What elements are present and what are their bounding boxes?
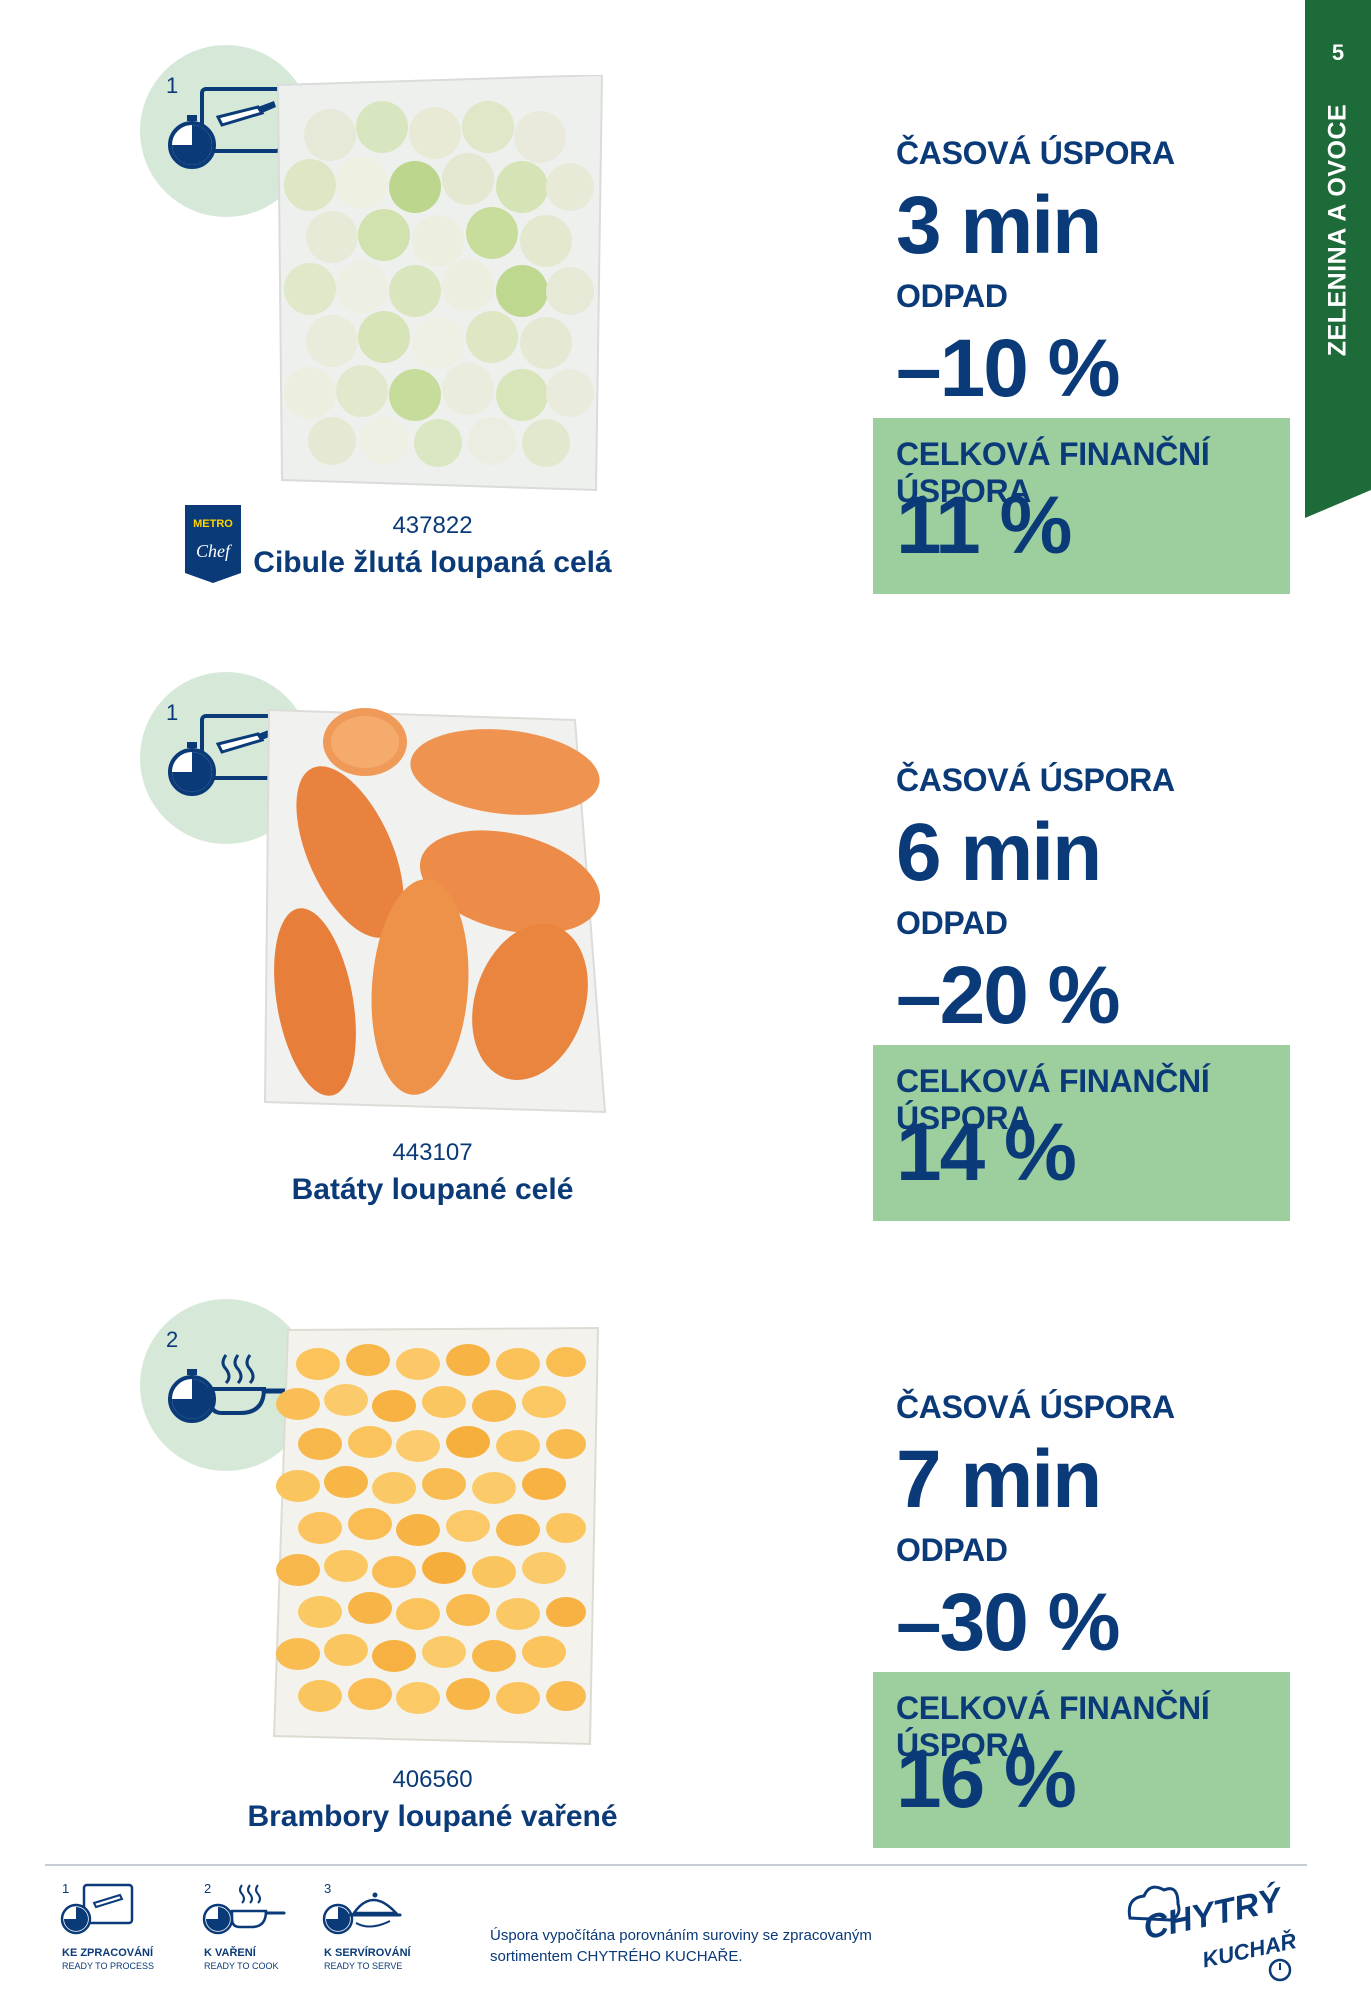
legend-subtitle: READY TO SERVE — [324, 1961, 403, 1971]
time-saving-label: ČASOVÁ ÚSPORA — [896, 762, 1175, 798]
legend-title: K SERVÍROVÁNÍ — [324, 1947, 411, 1959]
product-code: 443107 — [392, 1139, 473, 1166]
step-number: 1 — [166, 700, 179, 725]
waste-value: –20 % — [896, 950, 1121, 1041]
chytry-kuchar-logo: CHYTRÝ KUCHAŘ — [1120, 1870, 1300, 1990]
legend-item-process: 1 KE ZPRACOVÁNÍ READY TO PROCESS — [48, 1875, 168, 1971]
product-code: 437822 — [392, 512, 473, 539]
financial-saving-box: CELKOVÁ FINANČNÍ ÚSPORA 11 % — [873, 418, 1290, 594]
legend-number: 1 — [62, 1881, 70, 1896]
product-name: Batáty loupané celé — [291, 1173, 574, 1206]
legend-number: 3 — [324, 1881, 332, 1896]
product-card-onion: 1 METRO Chef 437822 Cibule žlutá loupaná… — [0, 0, 1300, 620]
time-saving-label: ČASOVÁ ÚSPORA — [896, 135, 1175, 171]
potato-bag-image — [268, 1324, 603, 1749]
waste-label: ODPAD — [896, 1532, 1008, 1568]
financial-saving-box: CELKOVÁ FINANČNÍ ÚSPORA 16 % — [873, 1672, 1290, 1848]
pan-steam-timer-icon — [168, 1354, 295, 1423]
waste-label: ODPAD — [896, 905, 1008, 941]
metro-chef-logo: METRO Chef — [185, 505, 241, 583]
section-label: ZELENINA A OVOCE — [1323, 103, 1352, 357]
footer-divider — [45, 1864, 1307, 1866]
waste-label: ODPAD — [896, 278, 1008, 314]
legend-item-cook: 2 K VAŘENÍ READY TO COOK — [190, 1875, 310, 1971]
product-card-potato: 2 406560 Brambory loupané vařené ČASOVÁ … — [0, 1254, 1300, 1874]
product-name: Brambory loupané vařené — [247, 1800, 618, 1833]
potato-cluster — [276, 1344, 586, 1714]
financial-saving-value: 14 % — [896, 1107, 1077, 1198]
financial-saving-value: 16 % — [896, 1734, 1077, 1825]
cloche-timer-icon — [322, 1892, 402, 1935]
legend-number: 2 — [204, 1881, 212, 1896]
onion-bag-image — [270, 75, 610, 495]
svg-text:Chef: Chef — [196, 541, 233, 561]
product-card-sweet-potato: 1 443107 Batáty loupané celé ČASOVÁ ÚSPO… — [0, 627, 1300, 1247]
onion-cluster — [284, 101, 594, 467]
step-number: 2 — [166, 1327, 179, 1352]
legend-item-serve: 3 K SERVÍROVÁNÍ READY TO SERVE — [310, 1875, 430, 1971]
financial-saving-label: CELKOVÁ FINANČNÍ ÚSPORA — [896, 436, 1210, 509]
svg-text:METRO: METRO — [193, 518, 233, 530]
footer-note: Úspora vypočítána porovnáním suroviny se… — [490, 1927, 872, 1965]
time-saving-value: 6 min — [896, 807, 1102, 898]
legend-title: KE ZPRACOVÁNÍ — [62, 1947, 154, 1959]
product-name: Cibule žlutá loupaná celá — [253, 546, 612, 579]
financial-saving-value: 11 % — [896, 480, 1072, 571]
section-tab: 5 ZELENINA A OVOCE — [1305, 0, 1371, 520]
step-number: 1 — [166, 73, 179, 98]
financial-saving-label: CELKOVÁ FINANČNÍ ÚSPORA — [896, 1063, 1210, 1136]
time-saving-label: ČASOVÁ ÚSPORA — [896, 1389, 1175, 1425]
waste-value: –10 % — [896, 323, 1121, 414]
time-saving-value: 3 min — [896, 180, 1102, 271]
page-number: 5 — [1331, 40, 1345, 65]
waste-value: –30 % — [896, 1577, 1121, 1668]
sweet-potato-bag-image — [255, 702, 615, 1122]
legend-subtitle: READY TO PROCESS — [62, 1961, 155, 1971]
chef-hat-icon — [1127, 1885, 1292, 1982]
financial-saving-box: CELKOVÁ FINANČNÍ ÚSPORA 14 % — [873, 1045, 1290, 1221]
product-code: 406560 — [392, 1766, 473, 1793]
legend-subtitle: READY TO COOK — [204, 1961, 279, 1971]
pan-steam-timer-icon — [202, 1884, 286, 1935]
financial-saving-label: CELKOVÁ FINANČNÍ ÚSPORA — [896, 1690, 1210, 1763]
time-saving-value: 7 min — [896, 1434, 1102, 1525]
legend-title: K VAŘENÍ — [204, 1947, 256, 1959]
knife-board-timer-icon — [60, 1883, 134, 1935]
section-tab-shape — [1305, 0, 1371, 518]
